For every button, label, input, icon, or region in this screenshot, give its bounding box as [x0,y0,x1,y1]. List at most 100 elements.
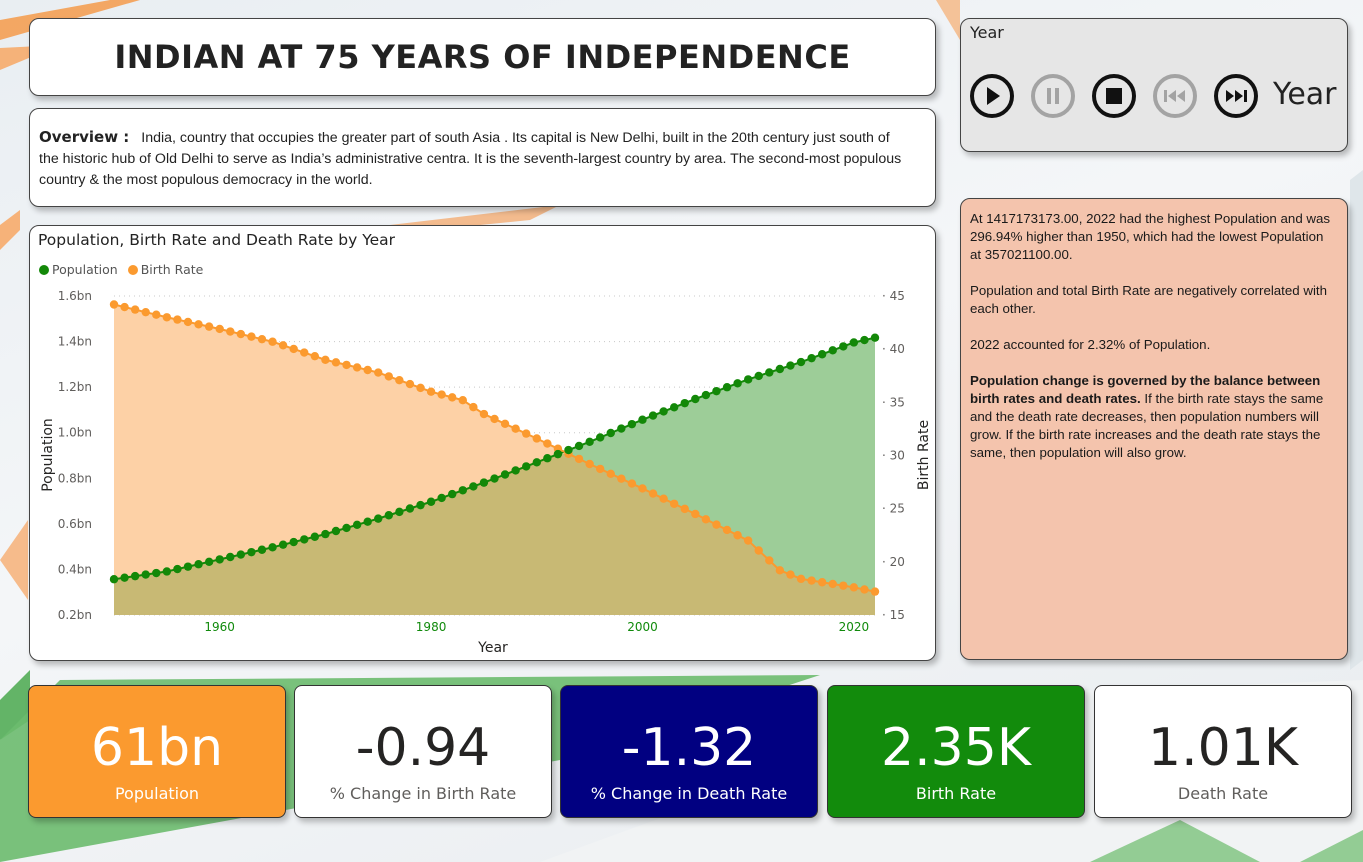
birth-rate-point [595,464,605,474]
population-point [617,424,626,433]
birth-rate-point [765,556,774,565]
x-axis-title: Year [477,640,508,656]
population-point [701,390,711,400]
x-tick-label: 1980 [416,620,447,634]
chart-plot[interactable]: 0.2bn 0.4bn 0.6bn 0.8bn 1.0bn 1.2bn 1.4bn 1.6bn… [30,226,937,662]
birth-rate-point [849,583,859,592]
birth-rate-point [141,307,150,317]
population-point [606,428,615,438]
birth-rate-point [860,585,869,594]
birth-rate-point [448,393,457,402]
population-point [574,441,584,451]
population-point [141,570,150,579]
overview-label: Overview : [39,128,130,146]
birth-rate-point [321,355,330,364]
legend-item-population[interactable]: Population [39,262,118,277]
population-point [490,474,499,483]
population-point [416,500,425,510]
y-right-tick-label: · 15 [882,608,905,622]
population-point [458,486,467,495]
previous-button[interactable] [1153,74,1197,118]
birth-rate-point [722,525,732,535]
legend-item-birth-rate[interactable]: Birth Rate [127,262,203,277]
kpi-card-birth-rate[interactable]: 2.35K Birth Rate [827,685,1085,818]
population-point [712,386,721,396]
population-point [120,573,129,582]
next-button[interactable] [1214,74,1258,118]
kpi-value-birth-rate-change: -0.94 [355,718,491,778]
birth-rate-point [416,383,425,393]
play-icon [987,87,1000,105]
population-point [638,415,647,424]
kpi-card-death-rate[interactable]: 1.01K Death Rate [1094,685,1352,818]
y-right-tick-label: · 30 [882,449,905,463]
birth-rate-point [395,376,404,385]
kpi-value-birth-rate: 2.35K [881,718,1031,778]
population-point [469,482,478,491]
birth-rate-point [374,368,383,377]
y-right-tick-label: · 25 [882,502,905,516]
population-point [247,547,256,557]
population-point [553,449,563,459]
birth-rate-point [490,414,499,424]
play-button[interactable] [970,74,1014,118]
population-point [162,567,172,576]
pause-button[interactable] [1031,74,1075,118]
skip-back-icon [1164,90,1185,102]
population-point [321,529,330,539]
population-point [522,462,531,471]
y-right-tick-label: · 20 [882,555,905,569]
population-point [479,478,489,487]
population-point [648,411,658,420]
population-point [807,353,816,363]
kpi-card-birth-rate-change[interactable]: -0.94 % Change in Birth Rate [294,685,552,818]
kpi-card-population[interactable]: 61bn Population [28,685,286,818]
kpi-card-death-rate-change[interactable]: -1.32 % Change in Death Rate [560,685,818,818]
population-birth-rate-chart[interactable]: 0.2bn 0.4bn 0.6bn 0.8bn 1.0bn 1.2bn 1.4bn 1.6bn… [29,225,936,661]
birth-rate-point [204,322,214,331]
birth-rate-point [173,315,182,324]
birth-rate-point [130,305,140,314]
insight-balance-heading: Population change is governed by the bal… [970,373,1321,406]
chart-legend[interactable]: Population Birth Rate [39,262,203,277]
population-point [543,454,552,463]
population-point [680,398,689,408]
y-left-tick-label: 0.6bn [58,517,92,531]
birth-rate-point [469,402,478,412]
birth-rate-point [680,504,689,514]
population-point [754,371,763,381]
kpi-label-birth-rate: Birth Rate [915,784,997,803]
population-point [849,338,859,347]
stop-icon [1106,88,1122,104]
kpi-label-birth-rate-change: % Change in Birth Rate [329,784,517,803]
overview-card: Overview : India, country that occupies t… [29,108,936,207]
population-point [733,379,742,388]
birth-rate-point [363,365,372,375]
current-year-field-label: Year [1273,77,1337,112]
birth-rate-point [226,327,235,336]
y-left-tick-label: 0.2bn [58,608,92,622]
population-point [352,520,362,530]
y-right-tick-label: · 45 [882,289,905,303]
birth-rate-point [574,454,584,464]
birth-rate-point [522,429,531,438]
stop-button[interactable] [1092,74,1136,118]
population-point [743,375,753,384]
birth-rate-point [183,317,193,327]
birth-rate-point [500,419,510,429]
insight-balance: Population change is governed by the bal… [970,372,1338,462]
population-point [215,555,224,564]
y-left-tick-label: 1.6bn [58,289,92,303]
birth-rate-point [796,574,806,584]
y-left-tick-label: 0.8bn [58,471,92,485]
legend-dot-population-icon [39,264,49,275]
birth-rate-point [120,302,129,312]
y-right-tick-label: · 35 [882,395,905,409]
y-left-tick-label: 1.2bn [58,380,92,394]
birth-rate-point [405,379,415,389]
population-point [870,333,880,342]
y-right-axis-title: Birth Rate [916,420,932,490]
birth-rate-point [828,579,837,589]
population-point [786,361,795,370]
birth-rate-point [278,341,288,350]
